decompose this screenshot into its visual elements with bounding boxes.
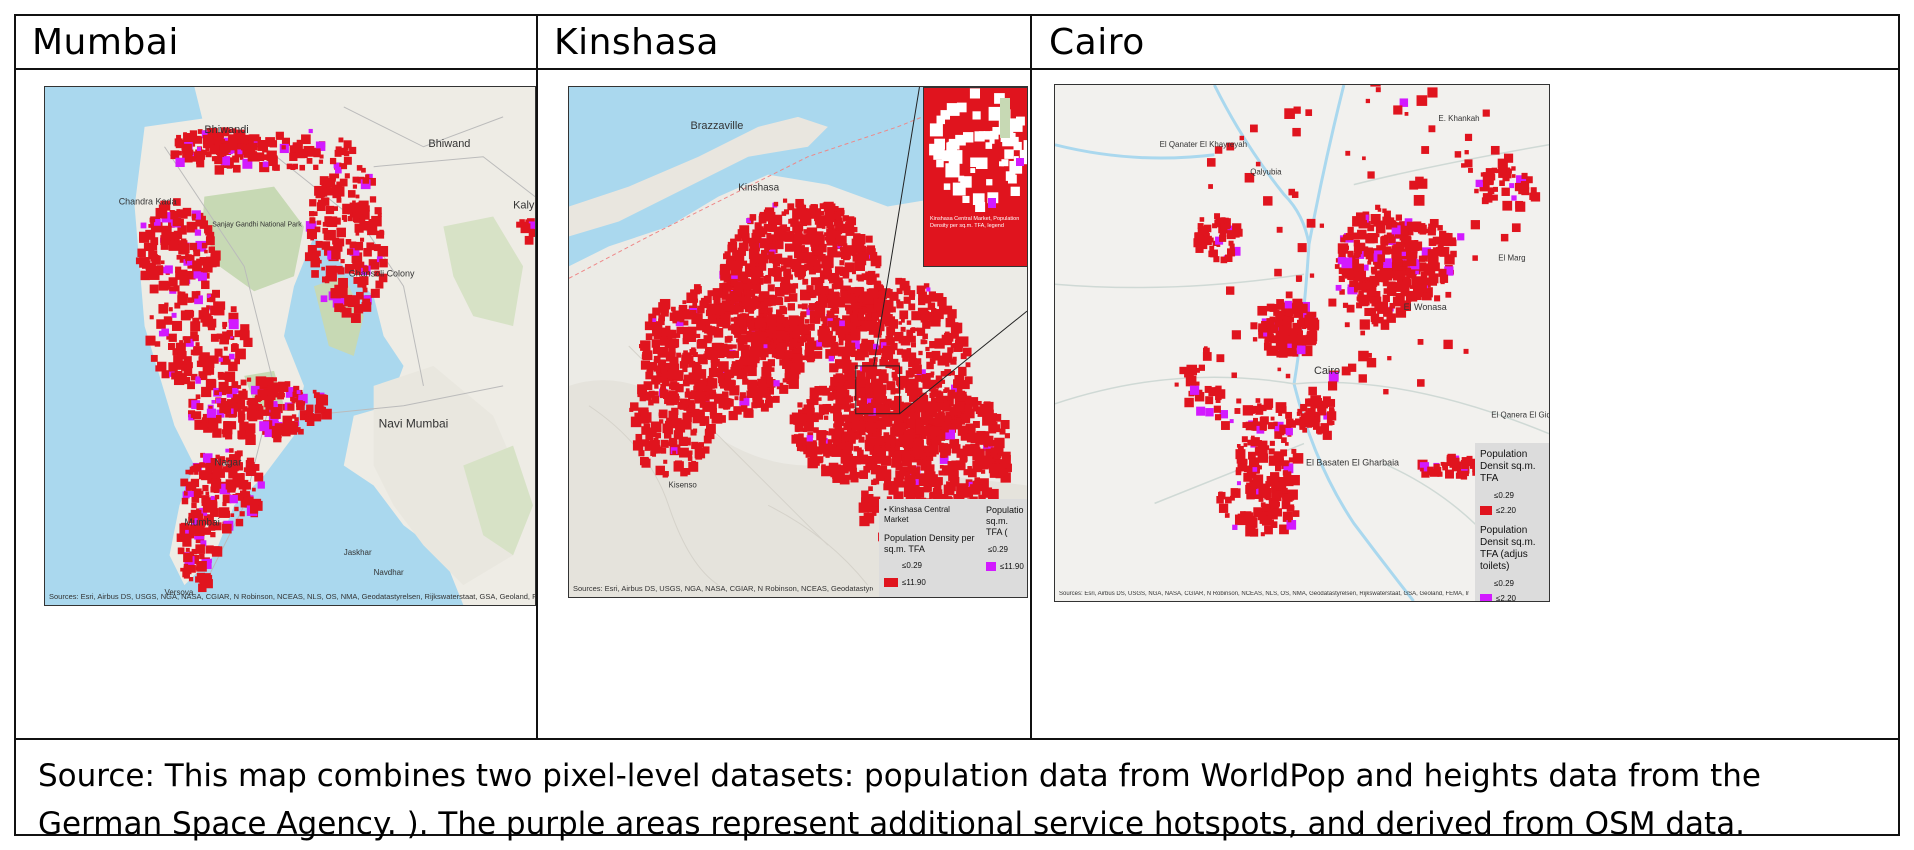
legend-marker-label: • Kinshasa Central Market (884, 505, 950, 524)
column-divider (1030, 16, 1032, 738)
kinshasa-legend: • Kinshasa Central Market Population Den… (879, 499, 981, 597)
legend-title: Population Density per sq.m. TFA (884, 533, 975, 554)
legend-low: ≤0.29 (988, 545, 1008, 554)
figure-source-caption: Source: This map combines two pixel-leve… (38, 758, 1761, 842)
legend-high: ≤2.20 (1480, 504, 1546, 517)
legend-title: Population sq.m. TFA ( water poin (986, 505, 1024, 539)
map-cairo[interactable]: El Qanater El Khayreyah Qalyubia E. Khan… (1054, 84, 1550, 602)
map-label: Mumbai (184, 517, 219, 528)
map-label: Kisenso (669, 480, 698, 489)
map-attribution: Sources: Esri, Airbus DS, USGS, NGA, NAS… (49, 592, 536, 601)
map-label: Cairo (1314, 365, 1340, 377)
title-mumbai: Mumbai (32, 22, 179, 63)
map-label: Bhiwand (428, 138, 470, 150)
map-label: Navi Mumbai (379, 417, 449, 431)
map-label: El Basaten El Gharbaia (1306, 458, 1399, 468)
column-divider (536, 16, 538, 738)
header-row: Mumbai Kinshasa Cairo (16, 16, 1898, 70)
legend-high: ≤2.20 (1480, 592, 1546, 601)
legend-low: ≤0.29 (1494, 579, 1514, 588)
title-cairo: Cairo (1049, 22, 1145, 63)
legend-title: Population Densit sq.m. TFA (1480, 449, 1536, 484)
map-label: E. Khankah (1438, 114, 1479, 123)
cairo-basemap: El Qanater El Khayreyah Qalyubia E. Khan… (1055, 85, 1549, 601)
legend-high: ≤11.90 (884, 576, 976, 589)
map-label: El Marg (1498, 253, 1525, 262)
map-label: Navdhar (374, 568, 404, 577)
map-kinshasa[interactable]: Brazzaville Kinshasa Kisenso Kinshasa Ce… (568, 86, 1028, 598)
map-label: El Wonasa (1404, 302, 1447, 312)
map-label: Bhiwandi (204, 124, 248, 136)
cairo-legend: Population Densit sq.m. TFA ≤0.29 ≤2.20 … (1475, 443, 1549, 601)
legend-high: ≤11.90 (986, 560, 1024, 573)
map-label: Sanjay Gandhi National Park (212, 221, 302, 228)
kinshasa-basemap: Brazzaville Kinshasa Kisenso (569, 87, 1027, 597)
inset-legend-text: Kinshasa Central Market, Population Dens… (930, 216, 1020, 229)
map-label: El Qanater El Khayreyah (1160, 140, 1248, 149)
map-attribution: Sources: Esri, Airbus DS, USGS, NGA, NAS… (1059, 591, 1469, 597)
legend-title: Population Densit sq.m. TFA (adjus toile… (1480, 525, 1536, 572)
title-kinshasa: Kinshasa (554, 22, 719, 63)
legend-low: ≤0.29 (1494, 491, 1514, 500)
kinshasa-inset-map: Kinshasa Central Market, Population Dens… (923, 87, 1027, 267)
kinshasa-legend-2: Population sq.m. TFA ( water poin ≤0.29 … (981, 499, 1027, 597)
legend-low: ≤0.29 (902, 561, 922, 570)
map-row: Bhiwandi Bhiwand Kaly Chandra Kada Sanja… (16, 70, 1898, 740)
map-label: Chandra Kada (119, 197, 177, 207)
map-label: Kaly (513, 200, 535, 212)
map-label: Qalyubia (1250, 168, 1282, 177)
map-label: Ghansoli Colony (349, 268, 415, 278)
map-mumbai[interactable]: Bhiwandi Bhiwand Kaly Chandra Kada Sanja… (44, 86, 536, 606)
mumbai-basemap: Bhiwandi Bhiwand Kaly Chandra Kada Sanja… (45, 87, 535, 605)
map-label: Brazzaville (690, 120, 743, 132)
map-label: Jaskhar (344, 548, 372, 557)
map-label: Nagar (214, 458, 242, 469)
map-label: Kinshasa (738, 183, 779, 194)
map-label: El Qanera El Gidiana (1491, 411, 1549, 420)
map-attribution: Sources: Esri, Airbus DS, USGS, NGA, NAS… (573, 584, 873, 593)
figure-table: Mumbai Kinshasa Cairo (14, 14, 1900, 842)
map-label: Versova (165, 588, 194, 597)
